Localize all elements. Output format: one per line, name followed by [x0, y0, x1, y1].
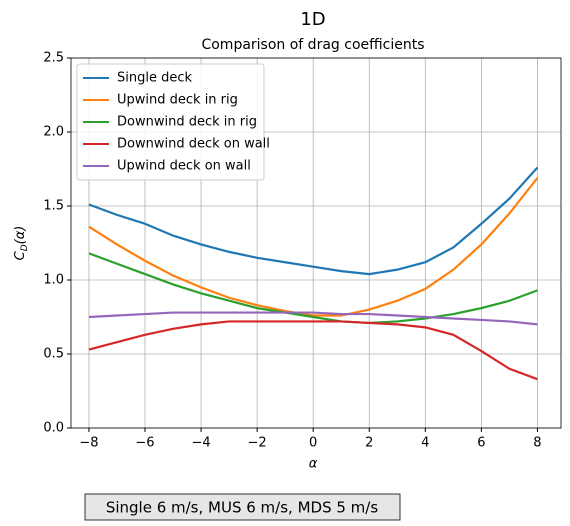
- y-tick-label: 0.0: [43, 421, 64, 436]
- x-tick-label: 6: [477, 436, 485, 451]
- y-tick-label: 2.0: [43, 125, 64, 140]
- chart-title: Comparison of drag coefficients: [201, 37, 424, 53]
- y-label-sub: D: [20, 244, 30, 251]
- x-tick-label: 0: [309, 436, 317, 451]
- y-tick-label: 2.5: [43, 51, 64, 66]
- y-tick-label: 0.5: [43, 347, 64, 362]
- y-tick-label: 1.0: [43, 273, 64, 288]
- x-axis-label: α: [309, 457, 318, 472]
- x-tick-label: 8: [533, 436, 541, 451]
- series-line: [88, 166, 539, 276]
- suptitle: 1D: [300, 9, 325, 30]
- legend-label: Downwind deck on wall: [117, 137, 270, 152]
- x-tick-label: −6: [135, 436, 154, 451]
- x-tick-label: −2: [248, 436, 267, 451]
- legend-label: Single deck: [117, 71, 192, 86]
- series-line: [88, 177, 539, 317]
- series-line: [88, 252, 538, 325]
- y-label-main: C: [13, 250, 28, 260]
- y-label-rest: (α): [13, 226, 28, 245]
- series-line: [88, 320, 538, 381]
- y-tick-label: 1.5: [43, 199, 64, 214]
- annotation-box: [84, 493, 401, 521]
- x-tick-label: −4: [191, 436, 210, 451]
- x-tick-label: 2: [365, 436, 373, 451]
- legend-label: Upwind deck in rig: [117, 93, 238, 108]
- y-axis-label: CD(α): [13, 226, 30, 261]
- series-line: [88, 311, 538, 326]
- plot-frame: [70, 57, 562, 429]
- x-tick-label: −8: [79, 436, 98, 451]
- legend-box: [76, 63, 265, 181]
- annotation: Single 6 m/s, MUS 6 m/s, MDS 5 m/s: [106, 499, 379, 517]
- legend-label: Downwind deck in rig: [117, 115, 257, 130]
- legend-label: Upwind deck on wall: [117, 159, 251, 174]
- x-tick-label: 4: [421, 436, 429, 451]
